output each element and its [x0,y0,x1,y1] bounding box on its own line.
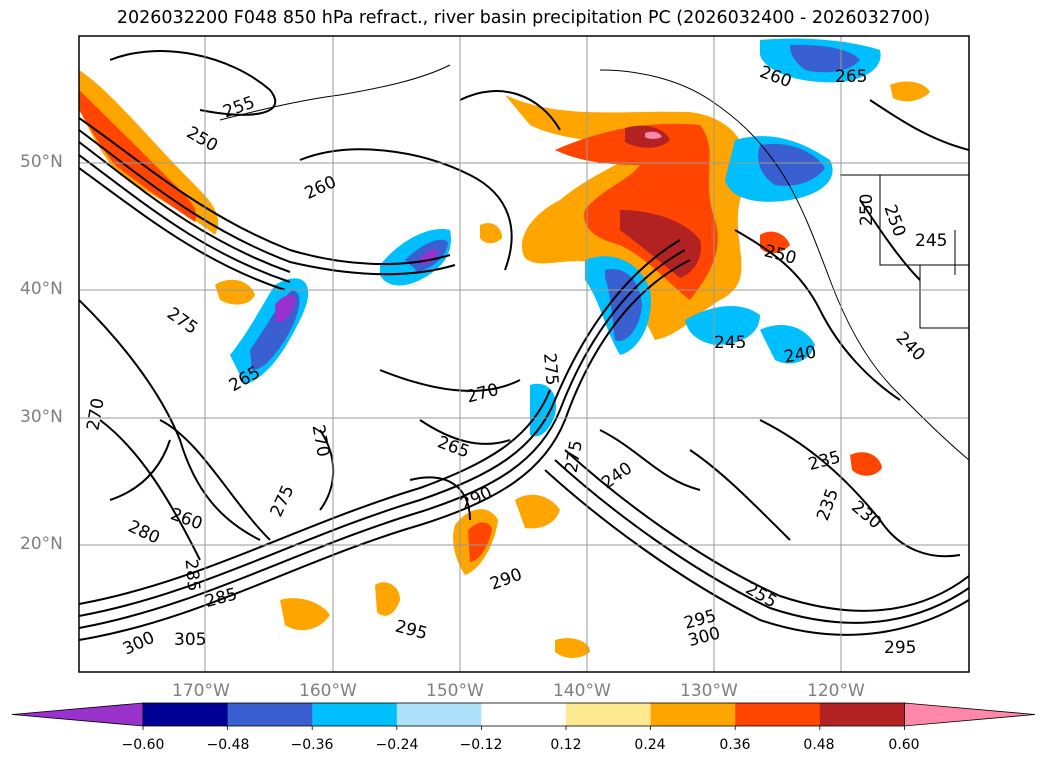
colorbar-extend-max [904,702,1036,727]
colorbar-tick-label: 0.48 [803,737,835,753]
precip-shading [79,38,930,658]
contour-label: 295 [884,638,916,658]
contour-label: 285 [181,558,204,592]
contour-label: 255 [742,579,780,613]
contour-label: 250 [857,194,877,226]
lon-label: 130°W [680,681,738,701]
contour-label: 270 [308,423,333,458]
colorbar-swatch [481,703,567,726]
contour-label-layer: 255 250 260 260 265 275 265 270 270 275 … [83,62,947,659]
colorbar-swatch [396,703,482,726]
contour-label: 240 [783,342,818,367]
contour-label: 270 [83,397,108,432]
colorbar-tick-label: −0.48 [206,737,250,753]
coastlines [219,64,969,461]
lon-label: 120°W [807,681,865,701]
colorbar-tick-label: −0.24 [375,737,419,753]
contour-label: 240 [598,458,636,493]
contour-label: 250 [762,241,799,269]
lat-label: 20°N [20,534,63,554]
contour-label: 285 [203,584,240,612]
contour-label: 245 [714,333,746,353]
colorbar-tick-label: 0.24 [634,737,666,753]
contour-label: 230 [847,497,885,533]
contour-label: 290 [487,565,524,595]
contour-label: 280 [125,517,163,549]
contour-label: 270 [464,380,501,408]
colorbar-frame [142,702,905,727]
map-frame [78,35,970,673]
lat-label: 40°N [20,279,63,299]
contour-label: 300 [120,628,158,660]
colorbar-tick-label: 0.36 [719,737,751,753]
contour-label: 235 [813,486,843,523]
map-title: 2026032200 F048 850 hPa refract., river … [116,8,931,28]
lat-label: 30°N [20,407,63,427]
contour-label: 275 [163,304,201,339]
contour-label: 295 [393,616,430,644]
colorbar-tick-label: −0.60 [121,737,165,753]
contour-label: 255 [220,93,257,123]
contour-label: 275 [539,352,562,386]
colorbar [11,702,1036,730]
colorbar-swatch [143,703,229,726]
lon-label: 140°W [553,681,611,701]
refractivity-contours [79,50,969,641]
lat-label: 50°N [20,152,63,172]
graticule [79,36,969,672]
lon-label: 160°W [299,681,357,701]
colorbar-swatch [566,703,652,726]
colorbar-swatch [650,703,736,726]
contour-label: 240 [892,328,929,365]
contour-label: 265 [835,67,867,87]
contour-label: 260 [302,172,340,204]
colorbar-swatch [312,703,398,726]
contour-label: 275 [267,482,299,520]
colorbar-tick-label: −0.12 [459,737,503,753]
contour-label: 305 [174,630,206,650]
colorbar-tick-label: 0.60 [888,737,920,753]
lon-label: 170°W [172,681,230,701]
lon-label: 150°W [426,681,484,701]
contour-label: 250 [183,123,221,157]
colorbar-tick-label: 0.12 [550,737,582,753]
colorbar-extend-min [11,702,144,727]
colorbar-swatch [227,703,313,726]
contour-label: 245 [915,231,947,251]
contour-label: 265 [435,432,472,462]
colorbar-swatch [735,703,821,726]
contour-label: 275 [562,439,587,474]
colorbar-swatch [819,703,905,726]
contour-label: 260 [168,504,205,534]
colorbar-tick-label: −0.36 [290,737,334,753]
